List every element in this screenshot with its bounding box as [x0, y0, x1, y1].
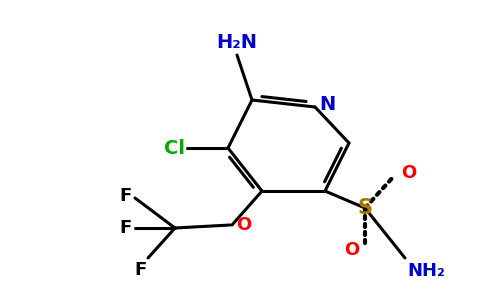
- Text: O: O: [236, 216, 251, 234]
- Text: F: F: [135, 261, 147, 279]
- Text: F: F: [120, 187, 132, 205]
- Text: F: F: [120, 219, 132, 237]
- Text: NH₂: NH₂: [407, 262, 445, 280]
- Text: O: O: [344, 241, 359, 259]
- Text: N: N: [319, 95, 335, 115]
- Text: S: S: [358, 198, 373, 218]
- Text: Cl: Cl: [164, 139, 185, 158]
- Text: H₂N: H₂N: [216, 33, 257, 52]
- Text: O: O: [401, 164, 416, 182]
